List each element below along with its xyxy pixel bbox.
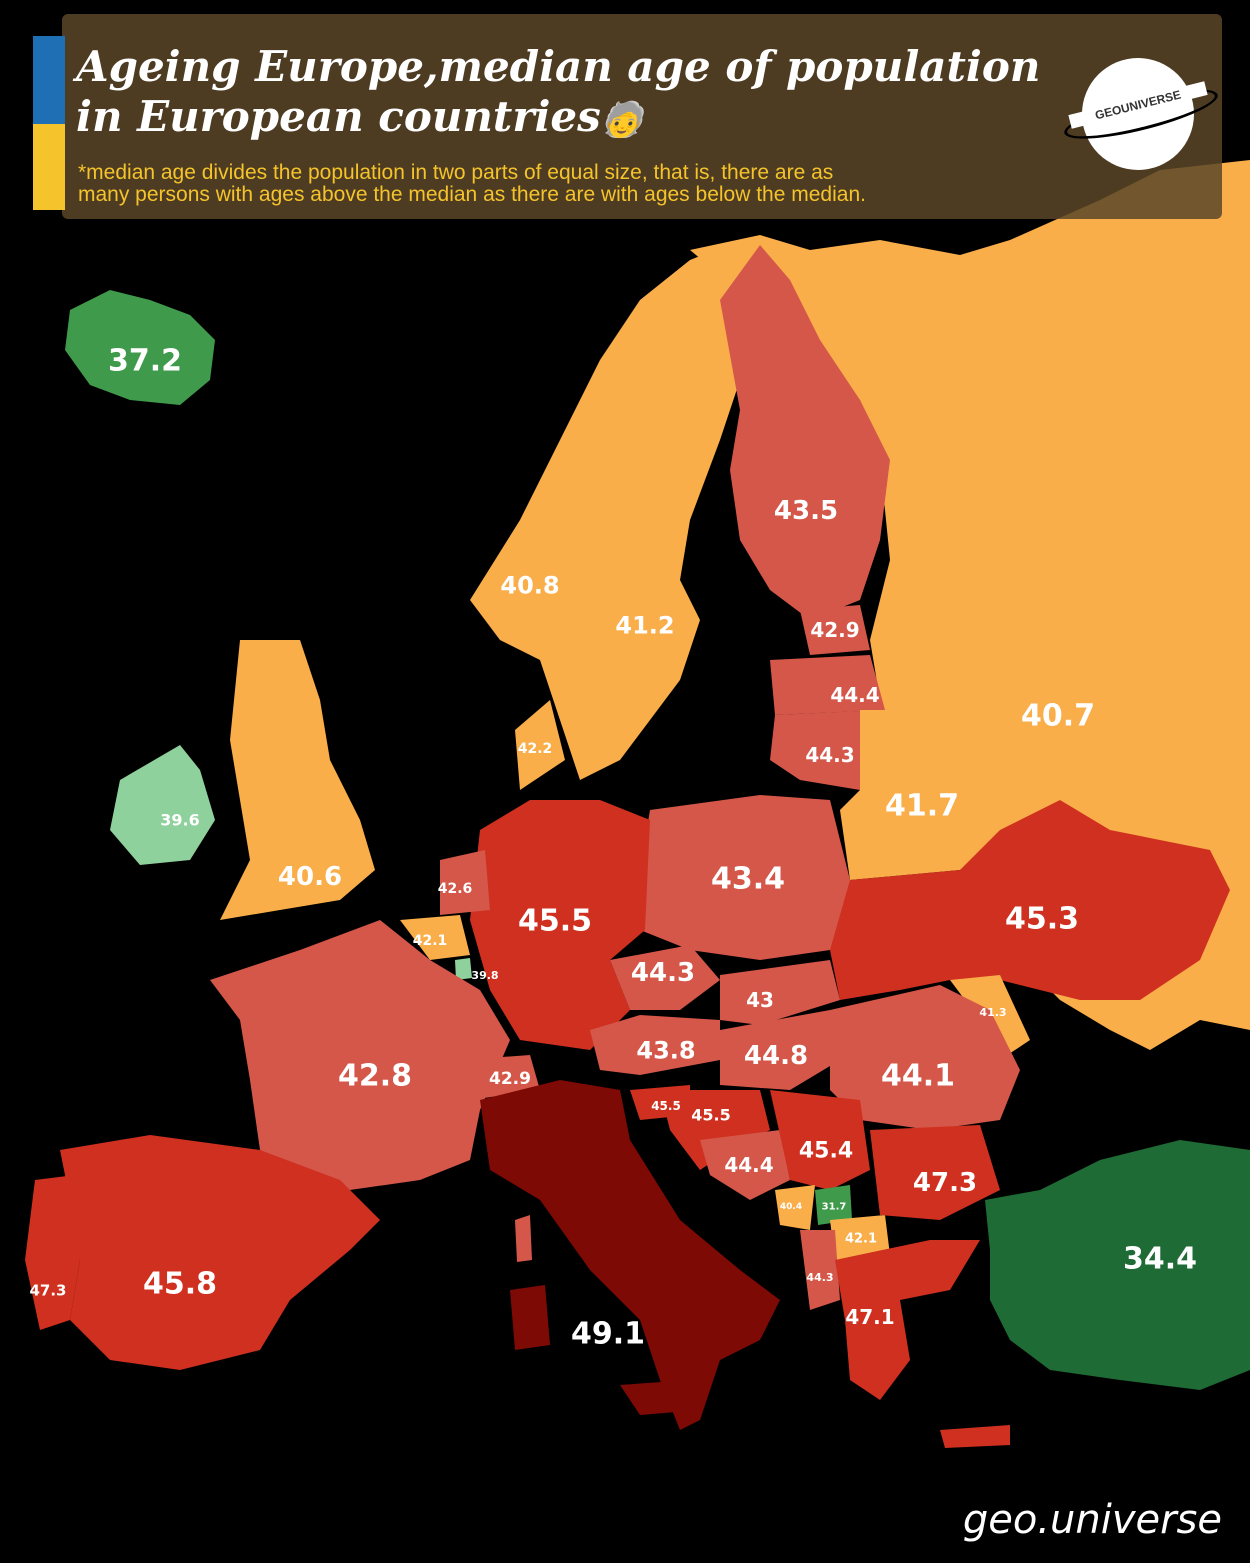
median-age-label: 44.8 — [744, 1041, 808, 1071]
median-age-label: 42.9 — [489, 1069, 531, 1089]
region-kosovo[interactable] — [815, 1185, 852, 1225]
region-crete[interactable] — [940, 1425, 1010, 1448]
median-age-label: 45.4 — [799, 1139, 853, 1164]
region-bulgaria[interactable] — [870, 1125, 1000, 1220]
subtitle-line-2: many persons with ages above the median … — [78, 183, 866, 206]
median-age-label: 45.8 — [143, 1267, 217, 1302]
region-hungary[interactable] — [720, 1010, 840, 1090]
median-age-label: 31.7 — [822, 1202, 847, 1213]
median-age-label: 42.1 — [413, 933, 448, 949]
region-corsica[interactable] — [515, 1215, 532, 1262]
region-turkey[interactable] — [985, 1140, 1250, 1390]
region-bosnia[interactable] — [700, 1130, 790, 1200]
median-age-label: 45.5 — [518, 904, 592, 939]
region-netherlands[interactable] — [440, 850, 490, 915]
median-age-label: 47.1 — [845, 1305, 894, 1329]
ukraine-flag-yellow — [33, 124, 65, 210]
region-uk[interactable] — [220, 640, 375, 920]
median-age-label: 40.4 — [780, 1202, 802, 1212]
region-albania[interactable] — [800, 1230, 840, 1310]
region-finland[interactable] — [720, 245, 890, 620]
region-slovakia[interactable] — [720, 960, 840, 1025]
region-poland[interactable] — [640, 795, 860, 960]
region-montenegro[interactable] — [775, 1185, 815, 1230]
median-age-label: 43.5 — [774, 496, 838, 526]
median-age-label: 47.3 — [29, 1281, 66, 1299]
ukraine-flag-blue — [33, 36, 65, 124]
region-iceland[interactable] — [65, 290, 215, 405]
region-italy[interactable] — [480, 1080, 780, 1430]
region-ireland[interactable] — [110, 745, 215, 865]
median-age-label: 42.1 — [845, 1232, 877, 1247]
median-age-label: 39.8 — [471, 969, 498, 982]
region-germany[interactable] — [470, 800, 650, 1050]
subtitle-line-1: *median age divides the population in tw… — [78, 161, 834, 184]
median-age-label: 44.3 — [806, 1271, 833, 1284]
median-age-label: 41.7 — [885, 789, 959, 824]
title-line-1: Ageing Europe,median age of population — [76, 42, 1041, 91]
region-lithuania[interactable] — [770, 710, 880, 790]
region-belgium[interactable] — [400, 915, 470, 960]
median-age-label: 44.4 — [724, 1153, 773, 1177]
median-age-label: 43.4 — [711, 862, 785, 897]
title-line-2: in European countries🧓 — [76, 92, 1076, 145]
region-czechia[interactable] — [610, 945, 720, 1010]
median-age-label: 45.5 — [651, 1099, 681, 1113]
watermark: geo.universe — [962, 1497, 1222, 1543]
median-age-label: 42.9 — [810, 618, 859, 642]
region-sicily[interactable] — [620, 1380, 700, 1415]
title-line-2-text: in European countries — [76, 92, 601, 141]
median-age-label: 41.2 — [615, 611, 674, 639]
region-north-macedonia[interactable] — [830, 1215, 890, 1260]
median-age-label: 40.6 — [278, 862, 342, 892]
median-age-label: 34.4 — [1123, 1242, 1197, 1277]
median-age-label: 44.4 — [830, 683, 879, 707]
region-portugal[interactable] — [25, 1175, 80, 1330]
value-labels: 37.2 43.5 40.8 41.2 42.9 44.4 40.7 42.2 44.3 39.6… — [29, 344, 1197, 1352]
region-ukraine[interactable] — [830, 800, 1230, 1000]
header-panel — [62, 14, 1222, 219]
region-croatia[interactable] — [660, 1090, 770, 1170]
region-denmark[interactable] — [515, 700, 565, 790]
median-age-label: 39.6 — [160, 811, 199, 830]
region-luxembourg[interactable] — [455, 958, 472, 980]
median-age-label: 44.3 — [805, 743, 854, 767]
region-sardinia[interactable] — [510, 1285, 550, 1350]
median-age-label: 44.3 — [631, 958, 695, 988]
region-spain[interactable] — [60, 1135, 380, 1370]
median-age-label: 37.2 — [108, 344, 182, 379]
median-age-label: 40.7 — [1021, 699, 1095, 734]
page-title: Ageing Europe,median age of population i… — [76, 42, 1076, 145]
region-belarus[interactable] — [840, 710, 1000, 880]
region-switzerland[interactable] — [460, 1055, 540, 1100]
median-age-label: 40.8 — [500, 571, 559, 599]
median-age-label: 42.6 — [438, 881, 473, 897]
median-age-label: 45.3 — [1005, 902, 1079, 937]
median-age-label: 47.3 — [913, 1168, 977, 1198]
region-france[interactable] — [210, 920, 510, 1190]
median-age-label: 42.8 — [338, 1059, 412, 1094]
median-age-label: 41.3 — [979, 1006, 1006, 1019]
median-age-label: 44.1 — [881, 1059, 955, 1094]
region-estonia[interactable] — [800, 605, 870, 655]
region-russia[interactable] — [690, 160, 1250, 1050]
median-age-label: 43 — [746, 988, 774, 1012]
region-romania[interactable] — [830, 985, 1020, 1130]
region-latvia[interactable] — [770, 655, 885, 715]
median-age-label: 43.8 — [636, 1036, 695, 1064]
subtitle: *median age divides the population in tw… — [78, 162, 1088, 206]
median-age-label: 49.1 — [571, 1317, 645, 1352]
region-serbia[interactable] — [770, 1090, 870, 1190]
median-age-label: 42.2 — [518, 741, 553, 757]
median-age-label: 45.5 — [691, 1106, 730, 1125]
region-austria[interactable] — [590, 1015, 720, 1075]
region-scandinavia[interactable] — [470, 240, 760, 780]
elderly-person-icon: 🧓 — [600, 100, 644, 140]
region-greece[interactable] — [835, 1240, 980, 1400]
